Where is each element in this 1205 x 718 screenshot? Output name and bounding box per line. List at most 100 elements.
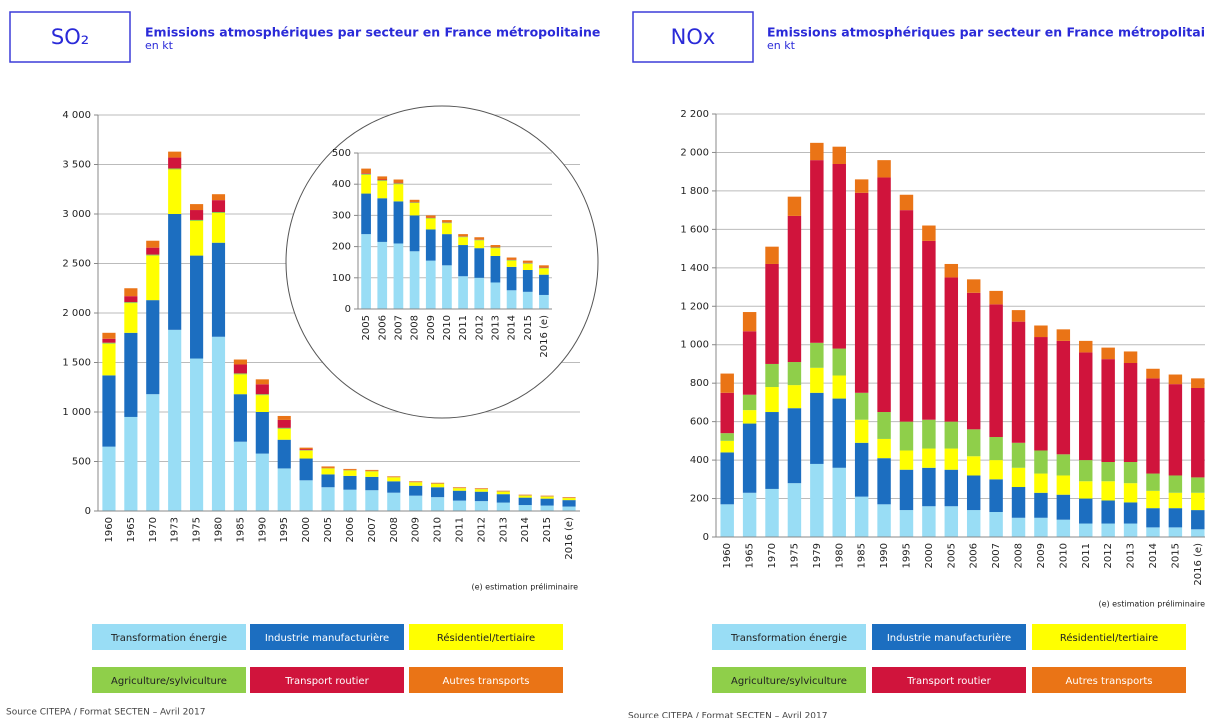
bar-segment — [1034, 325, 1048, 338]
legend-label: Industrie manufacturière — [887, 632, 1011, 644]
legend-label: Industrie manufacturière — [265, 632, 389, 644]
bar-segment — [168, 151, 182, 158]
bar-segment — [966, 510, 981, 537]
bar-segment — [877, 160, 891, 178]
bar-segment — [539, 267, 549, 269]
x-tick-label: 1979 — [812, 543, 823, 568]
bar-segment — [409, 251, 420, 309]
y-tick-label: 500 — [72, 457, 91, 468]
bar-segment — [1079, 523, 1093, 537]
x-tick-label: 1980 — [834, 543, 845, 568]
legend-label: Résidentiel/tertiaire — [437, 632, 535, 644]
bar-segment — [361, 193, 371, 235]
bar-segment — [387, 476, 401, 478]
chart-subtitle: en kt — [145, 39, 174, 52]
bar-segment — [854, 496, 869, 537]
bar-segment — [496, 491, 510, 495]
bar-segment — [168, 169, 182, 214]
bar-segment — [124, 416, 138, 511]
x-tick-label: 1960 — [722, 543, 733, 568]
bar-segment — [452, 488, 467, 491]
y-tick-label: 300 — [332, 210, 351, 221]
bar-segment — [1168, 508, 1183, 528]
bar-segment — [365, 476, 379, 491]
bar-segment — [522, 260, 533, 263]
bar-segment — [387, 477, 401, 482]
legend-swatch — [409, 667, 563, 693]
bar-segment — [1101, 347, 1115, 360]
y-tick-label: 1 600 — [680, 224, 709, 235]
chart-title: Emissions atmosphériques par secteur en … — [767, 25, 1205, 40]
bar-segment — [233, 359, 247, 365]
y-tick-label: 3 000 — [62, 209, 91, 220]
bar-segment — [742, 394, 757, 411]
x-tick-label: 1973 — [170, 517, 181, 542]
bar-segment — [490, 282, 501, 309]
bar-segment — [458, 237, 468, 246]
bar-segment — [343, 489, 357, 511]
bar-segment — [393, 243, 404, 309]
bar-segment — [989, 437, 1003, 461]
bar-segment — [877, 177, 891, 413]
bar-segment — [922, 419, 936, 449]
bar-segment — [490, 245, 501, 248]
bar-segment — [474, 237, 485, 240]
bar-segment — [233, 364, 247, 374]
bar-segment — [899, 210, 914, 422]
y-tick-label: 0 — [703, 532, 709, 543]
x-tick-label: 1980 — [214, 517, 225, 542]
bar-segment — [854, 392, 869, 420]
bar-segment — [321, 466, 335, 468]
bar-segment — [810, 160, 824, 343]
x-tick-label: 2010 — [433, 517, 444, 542]
bar-segment — [854, 192, 869, 393]
bar-segment — [1079, 460, 1093, 482]
bar-segment — [168, 214, 182, 330]
bar-segment — [387, 481, 401, 493]
bar-segment — [944, 448, 959, 470]
y-tick-label: 3 500 — [62, 160, 91, 171]
x-tick-label: 2006 — [377, 315, 388, 340]
bar-segment — [539, 274, 549, 295]
bar-segment — [343, 470, 357, 476]
bar-segment — [810, 342, 824, 368]
bar-segment — [506, 260, 517, 267]
bar-segment — [1034, 517, 1048, 537]
bar-segment — [944, 469, 959, 507]
bar-segment — [211, 213, 226, 243]
bar-segment — [506, 266, 517, 291]
bar-segment — [899, 194, 914, 211]
bar-segment — [787, 362, 802, 386]
bar-segment — [299, 447, 313, 450]
bar-segment — [490, 255, 501, 283]
bar-segment — [522, 263, 533, 270]
bar-segment — [989, 460, 1003, 480]
x-tick-label: 2010 — [1058, 543, 1069, 568]
y-tick-label: 200 — [690, 494, 709, 505]
bar-segment — [854, 179, 869, 193]
bar-segment — [1168, 374, 1183, 385]
y-tick-label: 2 000 — [680, 147, 709, 158]
bar-segment — [1123, 462, 1138, 484]
bar-segment — [102, 446, 116, 511]
legend-label: Agriculture/sylviculture — [731, 676, 847, 687]
bar-segment — [922, 467, 936, 507]
x-tick-label: 2005 — [323, 517, 334, 542]
bar-segment — [1034, 473, 1048, 493]
chart-label: SO₂ — [51, 25, 89, 49]
legend-swatch — [872, 667, 1026, 693]
bar-segment — [277, 427, 291, 429]
bar-segment — [922, 240, 936, 420]
bar-segment — [1011, 467, 1026, 488]
bar-segment — [506, 260, 517, 261]
y-tick-label: 2 000 — [62, 308, 91, 319]
bar-segment — [899, 421, 914, 451]
bar-segment — [299, 458, 313, 481]
bar-segment — [1011, 321, 1026, 443]
legend-label: Transformation énergie — [110, 632, 227, 644]
bar-segment — [393, 201, 404, 244]
x-tick-label: 1965 — [745, 543, 756, 568]
bar-segment — [1123, 362, 1138, 463]
y-tick-label: 400 — [332, 179, 351, 190]
bar-segment — [562, 506, 576, 511]
